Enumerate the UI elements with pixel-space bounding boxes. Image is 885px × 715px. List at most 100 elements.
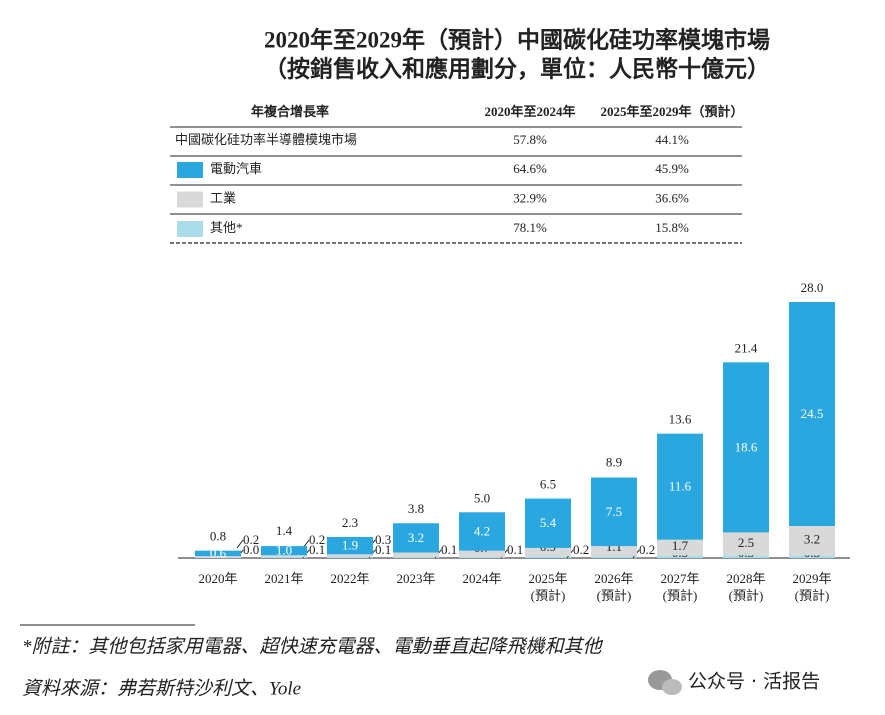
table-cell: 15.8% — [655, 220, 689, 235]
chart-subtitle: （按銷售收入和應用劃分，單位：人民幣十億元） — [264, 55, 770, 81]
value-label: 1.7 — [672, 538, 689, 553]
legend-label: 其他* — [210, 220, 243, 235]
total-label: 3.8 — [408, 501, 424, 516]
x-tick-label: (預計) — [795, 588, 830, 603]
total-label: 28.0 — [801, 280, 824, 295]
bar-segment — [393, 552, 439, 558]
bar-segment — [591, 477, 637, 547]
bar-segment — [393, 523, 439, 553]
x-tick-label: 2029年 — [792, 571, 831, 586]
total-label: 2.3 — [342, 515, 358, 530]
total-label: 13.6 — [669, 412, 692, 427]
value-label: 0.2 — [639, 542, 655, 557]
bar-segment — [723, 532, 769, 556]
value-label: 0.0 — [243, 542, 259, 557]
watermark-icon — [648, 670, 682, 695]
x-tick-label: 2026年 — [594, 571, 633, 586]
table-header: 2025年至2029年（預計） — [600, 104, 743, 119]
table-cell: 64.6% — [513, 161, 547, 176]
table-cell: 57.8% — [513, 132, 547, 147]
bar-segment — [327, 536, 373, 555]
value-label: 0.6 — [210, 545, 227, 560]
bar-segment — [459, 550, 505, 558]
value-label: 2.5 — [738, 535, 754, 550]
value-label: 3.2 — [408, 530, 424, 545]
x-tick-label: (預計) — [531, 588, 566, 603]
value-label: 1.9 — [342, 538, 358, 553]
value-label: 1.0 — [276, 543, 292, 558]
table-cell: 32.9% — [513, 190, 547, 205]
value-label: 0.1 — [507, 542, 523, 557]
x-tick-label: 2022年 — [330, 571, 369, 586]
x-tick-label: 2025年 — [528, 571, 567, 586]
legend-label: 工業 — [210, 190, 236, 205]
total-label: 5.0 — [474, 490, 490, 505]
value-label: 0.2 — [243, 532, 259, 547]
x-tick-label: 2028年 — [726, 571, 765, 586]
value-label: 7.5 — [606, 504, 622, 519]
value-label: 5.4 — [540, 515, 557, 530]
bar-segment — [657, 433, 703, 540]
value-label: 11.6 — [669, 479, 692, 494]
total-label: 1.4 — [276, 523, 293, 538]
bar-segment — [723, 555, 769, 558]
total-label: 6.5 — [540, 477, 556, 492]
bar-segment — [657, 539, 703, 556]
x-tick-label: 2024年 — [462, 571, 501, 586]
bar-segment — [789, 302, 835, 526]
x-tick-label: 2027年 — [660, 571, 699, 586]
bar-segment — [261, 546, 307, 556]
bar-segment — [525, 556, 571, 558]
bar-segment — [261, 555, 307, 558]
bar-segment — [327, 554, 373, 558]
total-label: 21.4 — [735, 340, 758, 355]
bar-segment — [591, 556, 637, 558]
bar-segment — [657, 555, 703, 558]
bar-segment — [459, 557, 505, 558]
chart-title: 2020年至2029年（預計）中國碳化硅功率模塊市場 — [264, 26, 770, 52]
legend-label: 電動汽車 — [210, 161, 262, 176]
table-cell: 44.1% — [655, 132, 689, 147]
table-header: 年複合增長率 — [251, 104, 329, 119]
x-tick-label: 2021年 — [264, 571, 303, 586]
x-tick-label: 2023年 — [396, 571, 435, 586]
value-label: 4.2 — [474, 523, 490, 538]
value-label: 0.2 — [309, 532, 325, 547]
x-tick-label: 2020年 — [198, 571, 237, 586]
x-tick-label: (預計) — [663, 588, 698, 603]
value-label: 3.2 — [804, 532, 820, 547]
value-label: 0.1 — [309, 542, 325, 557]
bar-segment — [789, 526, 835, 556]
table-row-label: 中國碳化硅功率半導體模塊市場 — [175, 132, 357, 147]
x-tick-label: (預計) — [597, 588, 632, 603]
value-label: 0.3 — [375, 532, 391, 547]
bar-segment — [459, 512, 505, 551]
bar-segment — [525, 498, 571, 548]
bar-segment — [591, 546, 637, 557]
source: 資料來源：弗若斯特沙利文、Yole — [22, 677, 301, 699]
x-tick-label: (預計) — [729, 588, 764, 603]
value-label: 0.1 — [441, 542, 457, 557]
bar-segment — [195, 556, 241, 558]
table-cell: 78.1% — [513, 220, 547, 235]
value-label: 0.1 — [375, 542, 391, 557]
legend-swatch — [177, 191, 203, 208]
value-label: 18.6 — [735, 439, 758, 454]
legend-swatch — [177, 221, 203, 237]
legend-swatch — [177, 162, 203, 178]
table-header: 2020年至2024年 — [484, 104, 575, 119]
bar-segment — [723, 362, 769, 533]
watermark: 公众号 · 活报告 — [688, 671, 820, 693]
total-label: 8.9 — [606, 455, 622, 470]
bar-segment — [525, 547, 571, 557]
table-cell: 36.6% — [655, 190, 689, 205]
value-label: 24.5 — [801, 406, 824, 421]
total-label: 0.8 — [210, 529, 226, 544]
table-cell: 45.9% — [655, 161, 689, 176]
bar-segment — [393, 557, 439, 558]
bar-segment — [261, 557, 307, 558]
bar-segment — [789, 555, 835, 558]
footnote: *附註：其他包括家用電器、超快速充電器、電動垂直起降飛機和其他 — [22, 635, 604, 657]
bar-segment — [195, 550, 241, 557]
